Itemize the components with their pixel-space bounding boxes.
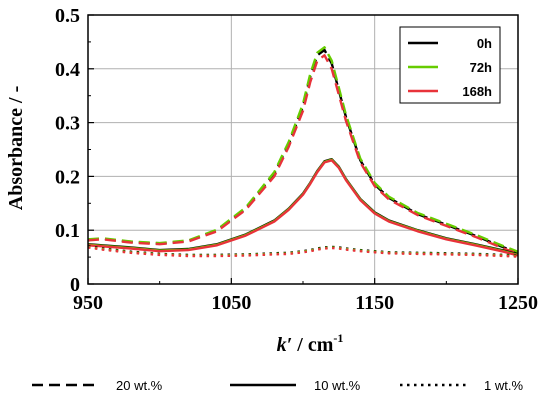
x-tick-label: 1150: [355, 292, 394, 314]
axis-ticks: 0 0.1 0.2 0.3 0.4 0.5 950 1050 1150 1250: [55, 5, 538, 314]
y-tick-label: 0.2: [55, 166, 80, 188]
style-legend-label: 10 wt.%: [314, 378, 361, 393]
x-tick-label: 1050: [211, 292, 251, 314]
series-line: [87, 159, 519, 257]
legend-label: 168h: [462, 84, 492, 99]
y-tick-label: 0.1: [55, 220, 80, 242]
x-axis-title-sup: -1: [333, 331, 343, 345]
legend-label: 0h: [477, 36, 492, 51]
time-legend: 0h 72h 168h: [399, 26, 501, 104]
series-line: [87, 54, 519, 256]
legend-label: 72h: [470, 60, 492, 75]
x-tick-label: 950: [73, 292, 103, 314]
grid-lines: [88, 15, 518, 284]
x-axis-title: k′ / cm-1: [277, 331, 344, 356]
x-axis-title-main: k′: [277, 334, 293, 356]
x-axis-title-unit: / cm: [292, 334, 333, 356]
y-tick-label: 0.3: [55, 113, 80, 135]
y-axis-title: Absorbance / -: [5, 86, 27, 210]
style-legend-label: 1 wt.%: [484, 378, 523, 393]
style-legend: 20 wt.% 10 wt.% 1 wt.%: [32, 378, 523, 393]
series-line: [87, 46, 519, 253]
style-legend-label: 20 wt.%: [116, 378, 163, 393]
y-tick-label: 0.4: [55, 59, 80, 81]
y-tick-label: 0.5: [55, 5, 80, 27]
series-layer: [87, 46, 519, 258]
y-tick-label: 0: [70, 274, 80, 296]
x-tick-label: 1250: [498, 292, 538, 314]
